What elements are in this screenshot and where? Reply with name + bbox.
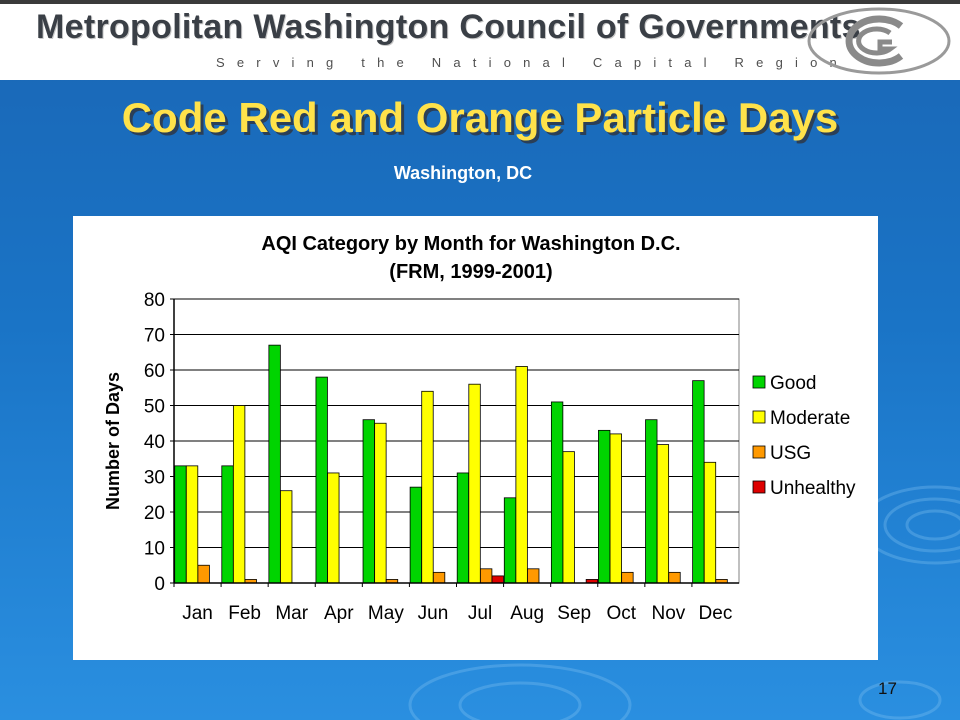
bar-moderate-dec <box>703 461 717 584</box>
bar-good-feb <box>221 465 234 584</box>
bar-good-may <box>362 419 375 584</box>
bar-good-jul <box>456 472 470 584</box>
slide-subtitle: Washington, DC <box>393 163 533 183</box>
bar-usg-jul <box>479 568 493 584</box>
y-tick-label: 30 <box>144 468 165 489</box>
legend-label-usg: USG <box>770 443 811 464</box>
bar-moderate-jun <box>421 390 434 584</box>
bar-moderate-mar <box>280 490 293 584</box>
bar-good-jan <box>174 465 187 584</box>
y-tick-label: 70 <box>144 326 165 347</box>
legend-swatch-moderate <box>752 410 766 424</box>
header-rule <box>0 0 960 4</box>
header-band <box>0 0 960 80</box>
legend-label-good: Good <box>770 373 816 394</box>
bar-moderate-jan <box>185 465 199 584</box>
legend-swatch-good <box>752 375 766 389</box>
x-tick-label: Mar <box>275 603 308 624</box>
legend-swatch-usg <box>752 445 766 459</box>
bar-moderate-sep <box>562 451 575 584</box>
organization-name: Metropolitan Washington Council of Gover… <box>36 8 861 46</box>
x-tick-label: May <box>368 603 404 624</box>
y-tick-label: 50 <box>144 397 165 418</box>
x-tick-label: Dec <box>699 603 733 624</box>
bar-moderate-nov <box>656 444 670 584</box>
slide-title: Code Red and Orange Particle Days <box>121 94 839 141</box>
slide-number: 17 <box>878 679 897 698</box>
chart-panel: AQI Category by Month for Washington D.C… <box>73 216 878 660</box>
legend-swatch-unhealthy <box>752 480 766 494</box>
bar-good-jun <box>409 486 423 584</box>
bar-good-nov <box>645 419 658 584</box>
chart-title: AQI Category by Month for Washington D.C… <box>261 233 680 255</box>
y-tick-label: 10 <box>144 539 165 560</box>
legend-label-unhealthy: Unhealthy <box>770 478 856 499</box>
bar-good-sep <box>550 401 564 584</box>
bar-good-dec <box>692 380 705 584</box>
y-tick-label: 0 <box>154 574 165 595</box>
bar-unhealthy-jul <box>491 575 504 584</box>
bar-usg-jun <box>432 571 446 584</box>
bar-usg-aug <box>527 568 540 584</box>
bar-moderate-jul <box>468 383 481 584</box>
bar-moderate-apr <box>327 472 340 584</box>
bar-good-oct <box>598 429 611 584</box>
x-tick-label: Oct <box>607 603 637 624</box>
organization-tagline: Serving the National Capital Region <box>216 55 849 70</box>
bar-moderate-feb <box>232 405 246 584</box>
bar-moderate-aug <box>515 366 528 584</box>
x-tick-label: Nov <box>651 603 685 624</box>
x-tick-label: Apr <box>324 603 354 624</box>
x-tick-label: Jun <box>418 603 449 624</box>
bar-usg-nov <box>668 571 681 584</box>
x-tick-label: Sep <box>557 603 591 624</box>
y-axis-label: Number of Days <box>103 372 123 510</box>
y-tick-label: 80 <box>144 290 165 311</box>
chart-subtitle: (FRM, 1999-2001) <box>389 261 552 283</box>
x-tick-label: Aug <box>510 603 544 624</box>
y-tick-label: 40 <box>144 432 165 453</box>
bar-usg-oct <box>621 571 634 584</box>
bar-good-aug <box>503 497 517 584</box>
x-tick-label: Jan <box>182 603 213 624</box>
y-tick-label: 20 <box>144 503 165 524</box>
x-tick-label: Jul <box>468 603 492 624</box>
bar-usg-jan <box>197 564 210 584</box>
legend-label-moderate: Moderate <box>770 408 850 429</box>
y-tick-label: 60 <box>144 361 165 382</box>
bar-moderate-oct <box>609 433 622 584</box>
bar-moderate-may <box>374 422 387 584</box>
cog-logo-icon <box>807 7 951 75</box>
x-tick-label: Feb <box>228 603 261 624</box>
bar-chart: AQI Category by Month for Washington D.C… <box>103 233 856 624</box>
bar-good-mar <box>268 344 281 584</box>
bar-good-apr <box>315 376 328 584</box>
